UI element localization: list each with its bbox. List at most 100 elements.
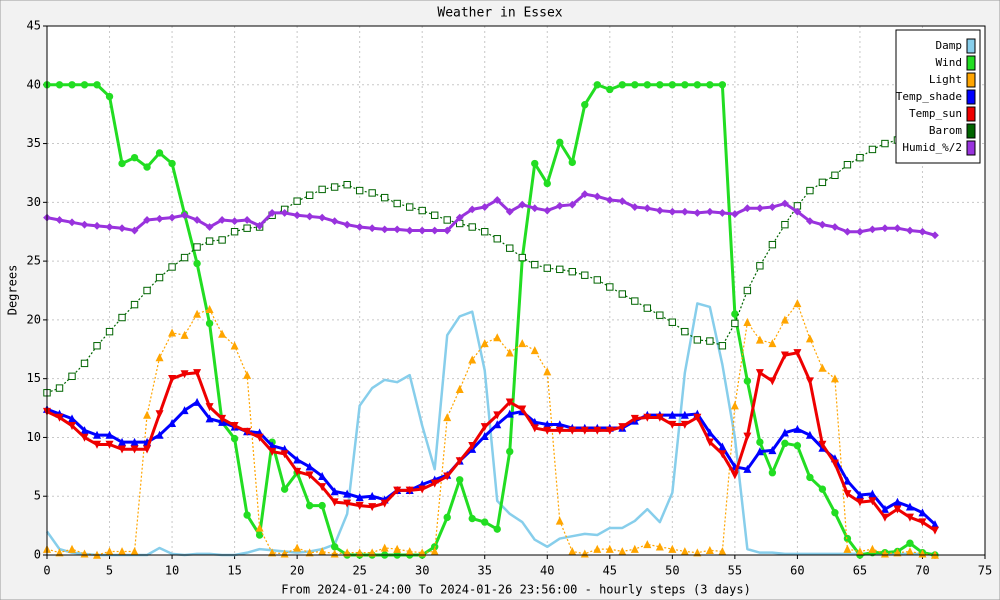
point <box>606 283 614 291</box>
point <box>193 259 201 268</box>
point <box>243 370 252 379</box>
legend-swatch <box>966 38 976 54</box>
point <box>568 267 576 276</box>
point <box>143 163 151 171</box>
point <box>881 224 889 233</box>
point <box>805 377 814 386</box>
point <box>643 304 652 312</box>
point <box>555 426 564 435</box>
point <box>818 485 827 493</box>
point <box>355 223 364 231</box>
point <box>130 445 139 454</box>
point <box>443 513 451 522</box>
point <box>505 409 514 418</box>
point <box>118 437 127 446</box>
point <box>843 544 852 553</box>
point <box>355 186 364 195</box>
legend-box <box>895 29 981 164</box>
point <box>618 197 627 206</box>
point <box>205 403 214 412</box>
point <box>655 542 664 551</box>
x-tick-label: 45 <box>603 564 617 578</box>
point <box>818 178 827 187</box>
point <box>693 81 702 89</box>
point <box>530 204 539 213</box>
point <box>480 423 489 432</box>
point <box>630 544 639 553</box>
point <box>305 501 314 510</box>
point <box>293 467 302 476</box>
point <box>730 210 739 218</box>
y-tick-label: 45 <box>27 19 41 33</box>
point <box>668 207 677 216</box>
point <box>293 455 302 464</box>
point <box>768 446 777 455</box>
point <box>593 544 602 553</box>
point <box>105 223 114 231</box>
point <box>505 207 514 216</box>
point <box>355 501 364 510</box>
x-tick-label: 5 <box>106 564 113 578</box>
point <box>393 544 402 553</box>
point <box>155 430 164 439</box>
point <box>768 469 777 477</box>
point <box>130 300 139 309</box>
point <box>168 419 177 428</box>
point <box>931 231 939 240</box>
point <box>693 548 702 557</box>
legend-label: Barom <box>929 124 962 137</box>
point <box>143 445 152 454</box>
point <box>593 276 601 284</box>
y-tick-label: 35 <box>27 136 41 150</box>
point <box>531 260 539 269</box>
point <box>105 92 114 101</box>
point <box>543 264 551 272</box>
point <box>230 421 239 431</box>
point <box>780 351 789 360</box>
point <box>493 420 502 429</box>
point <box>918 227 927 236</box>
point <box>593 426 602 435</box>
point <box>781 220 789 229</box>
point <box>481 228 489 236</box>
point <box>805 217 814 226</box>
point <box>893 224 902 233</box>
point <box>555 516 564 525</box>
point <box>230 341 239 350</box>
point <box>493 235 501 243</box>
legend-swatch <box>966 72 976 88</box>
point <box>330 498 339 507</box>
point <box>68 414 77 423</box>
point <box>718 442 727 451</box>
point <box>793 424 802 433</box>
point <box>343 220 352 229</box>
legend-swatch <box>966 140 976 156</box>
point <box>218 236 226 244</box>
point <box>743 286 752 295</box>
legend-label: Wind <box>936 56 963 69</box>
point <box>155 149 164 157</box>
point <box>205 304 214 314</box>
point <box>868 145 877 154</box>
point <box>643 204 652 213</box>
y-axis-label: Degrees <box>6 265 20 316</box>
point <box>743 317 752 326</box>
point <box>305 462 314 471</box>
legend-swatch <box>966 106 976 122</box>
point <box>343 499 352 508</box>
point <box>843 476 852 485</box>
legend-label: Humid_%/2 <box>902 141 962 154</box>
point <box>768 339 777 348</box>
point <box>418 548 427 557</box>
point <box>468 355 477 364</box>
point <box>518 200 527 209</box>
point <box>68 544 77 553</box>
point <box>868 225 877 234</box>
point <box>793 299 802 308</box>
point <box>705 545 714 554</box>
point <box>193 397 202 406</box>
point <box>343 489 352 498</box>
point <box>580 190 589 199</box>
point <box>531 159 539 168</box>
point <box>868 489 877 498</box>
